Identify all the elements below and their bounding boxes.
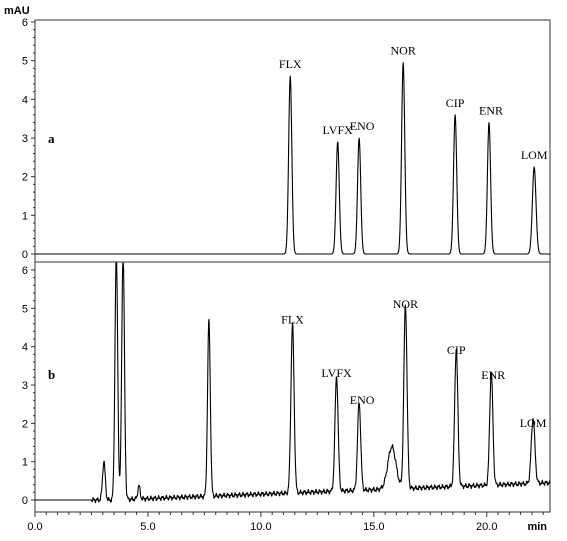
panel-a-peak-label: LOM: [521, 148, 548, 162]
panel-b-peak-label: FLX: [281, 312, 304, 326]
panel-b-y-tick-label: 1: [22, 457, 28, 469]
panel-a-peak-label: FLX: [279, 57, 302, 71]
panel-a-y-tick-label: 6: [22, 17, 28, 29]
panel-b-peak-label: ENR: [481, 368, 505, 382]
panel-a-peak-label: ENO: [350, 119, 375, 133]
panel-a-y-tick-label: 4: [22, 94, 28, 106]
panel-b-y-tick-label: 0: [22, 495, 28, 507]
panel-a-peak-label: CIP: [446, 96, 465, 110]
panel-b-y-tick-label: 5: [22, 303, 28, 315]
panel-a-y-tick-label: 1: [22, 210, 28, 222]
panel-a-y-tick-label: 5: [22, 56, 28, 68]
panel-a-y-unit: mAU: [4, 5, 30, 17]
panel-a-label: a: [48, 131, 55, 146]
panel-b-x-unit: min: [527, 521, 547, 533]
panel-b-x-tick-label: 10.0: [250, 521, 271, 533]
panel-b-x-tick-label: 20.0: [476, 521, 497, 533]
panel-b-y-tick-label: 6: [22, 265, 28, 277]
panel-b-trace: [34, 262, 551, 504]
panel-b-y-tick-label: 2: [22, 418, 28, 430]
panel-b-peak-label: CIP: [447, 343, 466, 357]
panel-a-trace: [34, 62, 551, 255]
panel-a-y-tick-label: 3: [22, 133, 28, 145]
panel-b-peak-label: LOM: [520, 416, 547, 430]
panel-b-peak-label: LVFX: [321, 366, 352, 380]
panel-a-y-tick-label: 2: [22, 172, 28, 184]
panel-a-peak-label: NOR: [391, 44, 416, 58]
panel-b-x-tick-label: 5.0: [140, 521, 155, 533]
panel-b-label: b: [48, 367, 55, 382]
panel-a-peak-label: ENR: [479, 104, 503, 118]
panel-a-y-tick-label: 0: [22, 249, 28, 261]
panel-b-x-tick-label: 0.0: [27, 521, 42, 533]
panel-b-peak-label: NOR: [393, 297, 418, 311]
panel-b-peak-label: ENO: [350, 393, 375, 407]
panel-b-frame: [34, 261, 551, 513]
panel-b-y-tick-label: 4: [22, 342, 28, 354]
panel-b-y-tick-label: 3: [22, 380, 28, 392]
panel-a-peak-label: LVFX: [323, 123, 354, 137]
panel-b-x-tick-label: 15.0: [363, 521, 384, 533]
